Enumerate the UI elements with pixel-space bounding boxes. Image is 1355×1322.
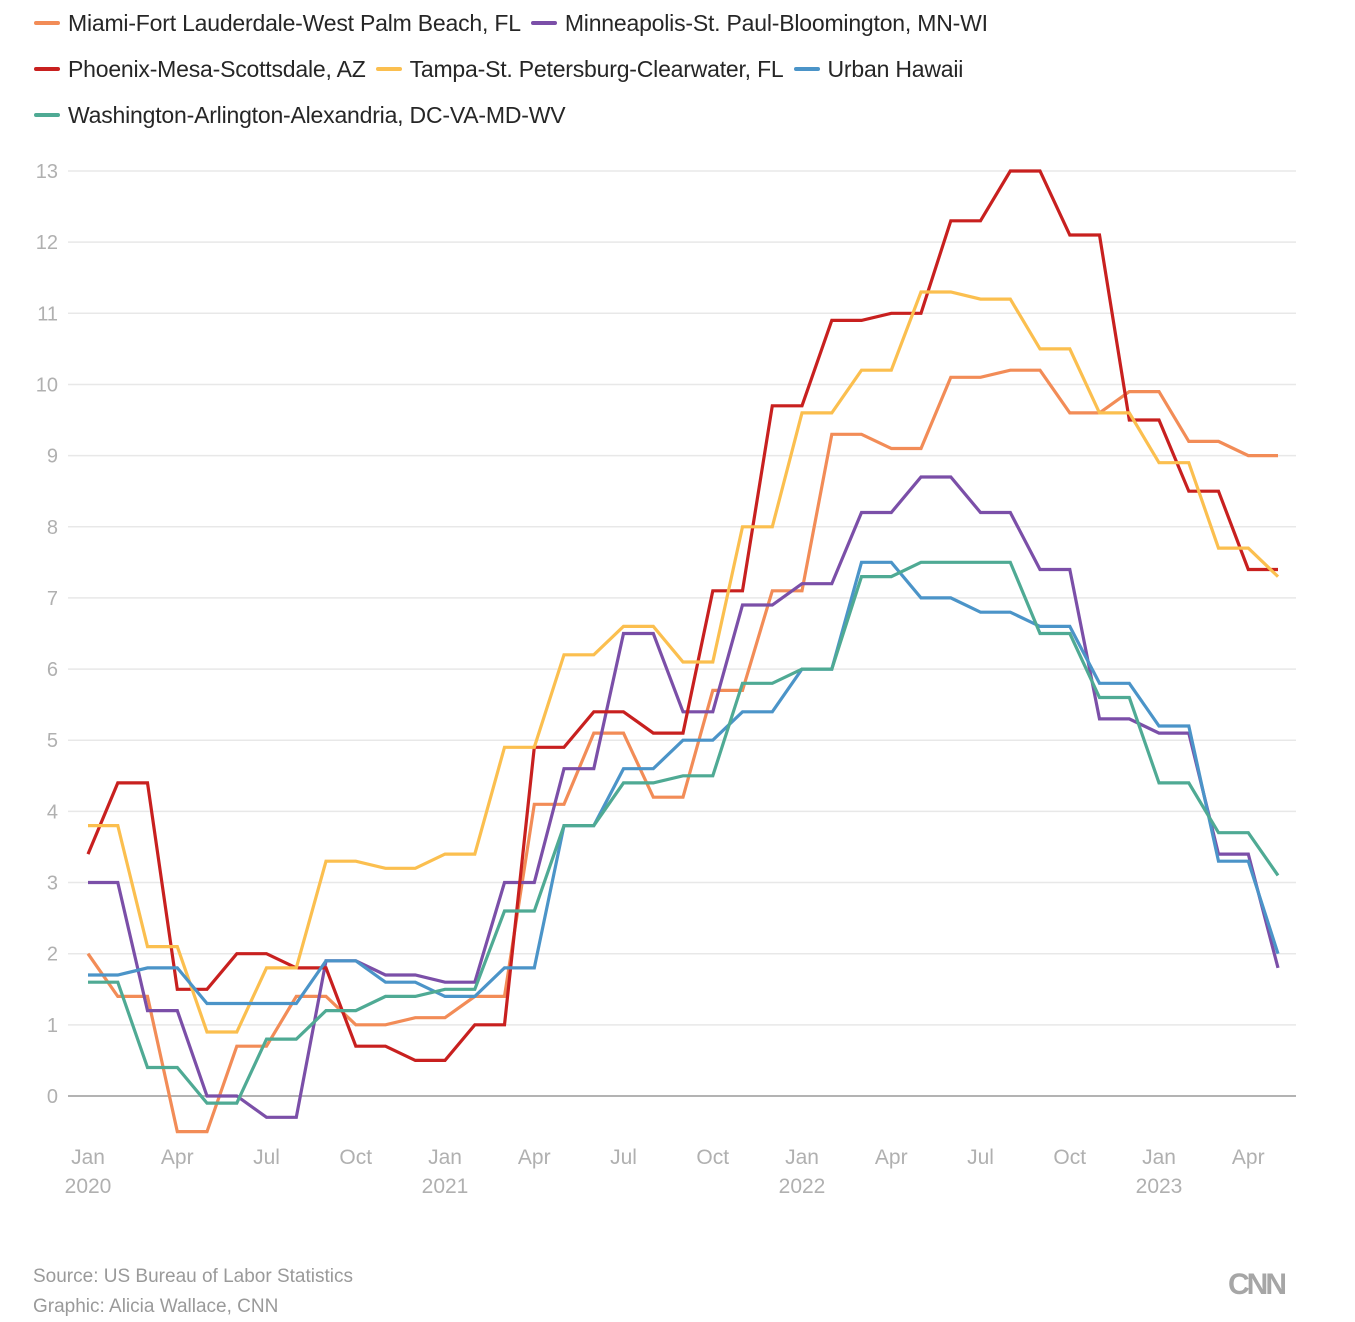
y-tick-label: 1 [47, 1015, 58, 1037]
y-tick-label: 7 [47, 588, 58, 610]
series-line-phoenix-mesa-scottsdale-az [86, 169, 1278, 1063]
legend-label: Phoenix-Mesa-Scottsdale, AZ [68, 55, 366, 82]
series-line-miami-fort-lauderdale-west-palm-beach-fl [86, 368, 1278, 1134]
x-tick-label: Oct [339, 1146, 372, 1169]
x-tick-label: Jan [1142, 1146, 1176, 1169]
x-tick-year-label: 2020 [65, 1175, 112, 1198]
legend-item: Minneapolis-St. Paul-Bloomington, MN-WI [530, 9, 988, 37]
legend-item: Tampa-St. Petersburg-Clearwater, FL [375, 55, 784, 83]
x-tick-label: Apr [875, 1146, 908, 1169]
legend-swatch [530, 21, 557, 25]
legend-swatch [34, 113, 60, 117]
y-tick-label: 9 [47, 446, 58, 468]
x-tick-label: Jul [253, 1146, 280, 1169]
x-tick-label: Apr [161, 1146, 194, 1169]
series-line-washington-arlington-alexandria-dc-va-md-wv [88, 560, 1280, 1105]
legend-label: Washington-Arlington-Alexandria, DC-VA-M… [68, 101, 566, 128]
series-line-tampa-st-petersburg-clearwater-fl [88, 290, 1280, 1034]
legend-row: Miami-Fort Lauderdale-West Palm Beach, F… [34, 0, 1334, 46]
x-tick-label: Jan [785, 1146, 819, 1169]
legend-row: Washington-Arlington-Alexandria, DC-VA-M… [34, 92, 1334, 138]
x-tick-label: Jul [967, 1146, 994, 1169]
x-tick-label: Jan [428, 1146, 462, 1169]
legend-swatch [34, 21, 60, 25]
grid-lines [68, 170, 1296, 1097]
y-tick-label: 12 [36, 232, 58, 254]
legend-label: Tampa-St. Petersburg-Clearwater, FL [409, 55, 784, 82]
x-tick-label: Jan [71, 1146, 105, 1169]
x-tick-label: Oct [1053, 1146, 1086, 1169]
x-tick-label: Oct [696, 1146, 729, 1169]
x-tick-label: Apr [1232, 1146, 1265, 1169]
x-tick-label: Apr [518, 1146, 551, 1169]
legend-item: Washington-Arlington-Alexandria, DC-VA-M… [34, 101, 566, 129]
legend-item: Miami-Fort Lauderdale-West Palm Beach, F… [34, 10, 521, 37]
chart-footer: Source: US Bureau of Labor Statistics Gr… [33, 1262, 353, 1322]
y-tick-label: 3 [47, 873, 58, 895]
x-tick-year-label: 2022 [779, 1175, 826, 1198]
y-tick-label: 2 [47, 944, 58, 966]
series-line-minneapolis-st-paul-bloomington-mn-wi [88, 475, 1280, 1119]
legend-label: Urban Hawaii [827, 55, 964, 82]
x-tick-year-label: 2023 [1136, 1175, 1183, 1198]
y-tick-label: 10 [36, 374, 58, 396]
legend-label: Minneapolis-St. Paul-Bloomington, MN-WI [564, 9, 988, 36]
y-tick-label: 11 [37, 303, 58, 325]
y-tick-label: 0 [47, 1086, 58, 1108]
y-tick-label: 4 [47, 801, 58, 823]
legend-swatch [375, 67, 402, 71]
legend-label: Miami-Fort Lauderdale-West Palm Beach, F… [68, 9, 521, 36]
source-note: Source: US Bureau of Labor Statistics [33, 1266, 353, 1287]
legend-swatch [793, 67, 820, 71]
series-line-urban-hawaii [88, 560, 1280, 1006]
y-tick-label: 6 [47, 659, 58, 681]
legend-item: Urban Hawaii [793, 55, 964, 83]
credit-note: Graphic: Alicia Wallace, CNN [33, 1296, 279, 1317]
x-axis-ticks: Jan 2020 Apr Jul Oct Jan 2021 Apr Jul Oct Jan 2022 A… [65, 1146, 1265, 1198]
y-tick-label: 8 [47, 517, 58, 539]
x-tick-label: Jul [610, 1146, 637, 1169]
legend-swatch [34, 67, 60, 71]
legend-row: Phoenix-Mesa-Scottsdale, AZ Tampa-St. Pet… [34, 46, 1334, 92]
y-tick-label: 5 [47, 730, 58, 752]
cnn-logo: CNN [1228, 1268, 1287, 1301]
y-tick-label: 13 [36, 161, 58, 183]
x-tick-year-label: 2021 [422, 1175, 469, 1198]
chart-legend: Miami-Fort Lauderdale-West Palm Beach, F… [34, 0, 1334, 138]
series-lines [86, 169, 1280, 1134]
legend-item: Phoenix-Mesa-Scottsdale, AZ [34, 56, 366, 83]
